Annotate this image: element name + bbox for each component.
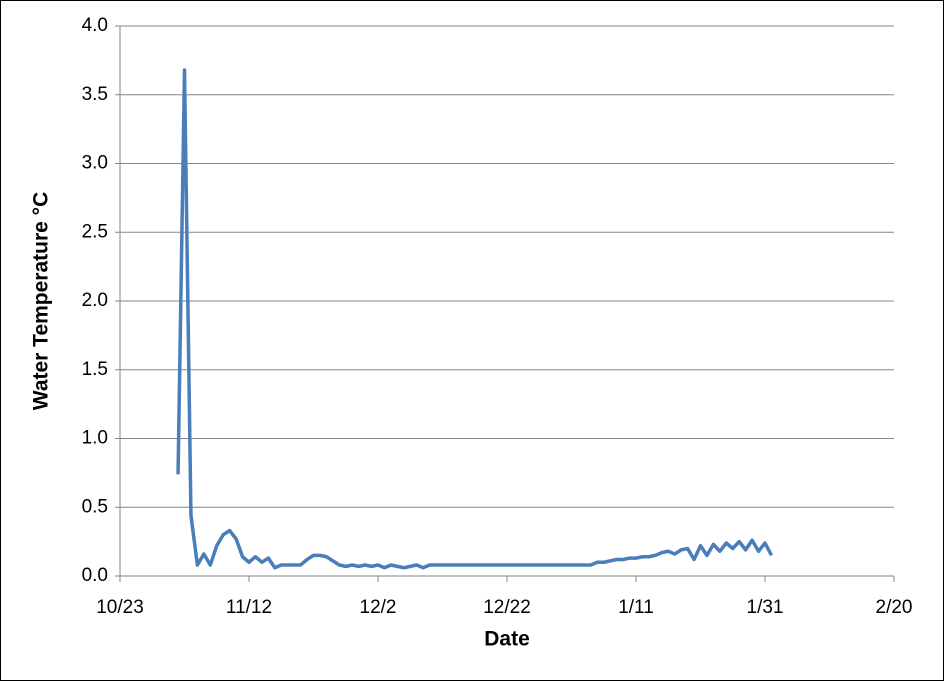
x-tick-label: 1/31 xyxy=(747,597,784,618)
x-tick-label: 12/2 xyxy=(360,597,397,618)
x-tick-label: 10/23 xyxy=(96,597,144,618)
y-tick-label: 3.0 xyxy=(82,153,108,174)
y-tick-label: 2.0 xyxy=(82,290,108,311)
y-tick-label: 4.0 xyxy=(82,15,108,36)
x-tick-label: 1/11 xyxy=(618,597,654,618)
y-tick-label: 0.5 xyxy=(82,496,108,517)
y-tick-label: 0.0 xyxy=(82,565,108,586)
y-tick-label: 3.5 xyxy=(82,84,108,105)
x-tick-label: 11/12 xyxy=(226,597,272,618)
x-tick-label: 12/22 xyxy=(483,597,531,618)
x-axis-title: Date xyxy=(484,628,530,651)
y-tick-label: 2.5 xyxy=(82,221,108,242)
y-tick-label: 1.5 xyxy=(82,359,108,380)
data-line xyxy=(176,68,774,570)
y-tick-label: 1.0 xyxy=(82,428,108,449)
x-tick-label: 2/20 xyxy=(876,597,913,618)
y-axis-title: Water Temperature °C xyxy=(30,192,53,410)
